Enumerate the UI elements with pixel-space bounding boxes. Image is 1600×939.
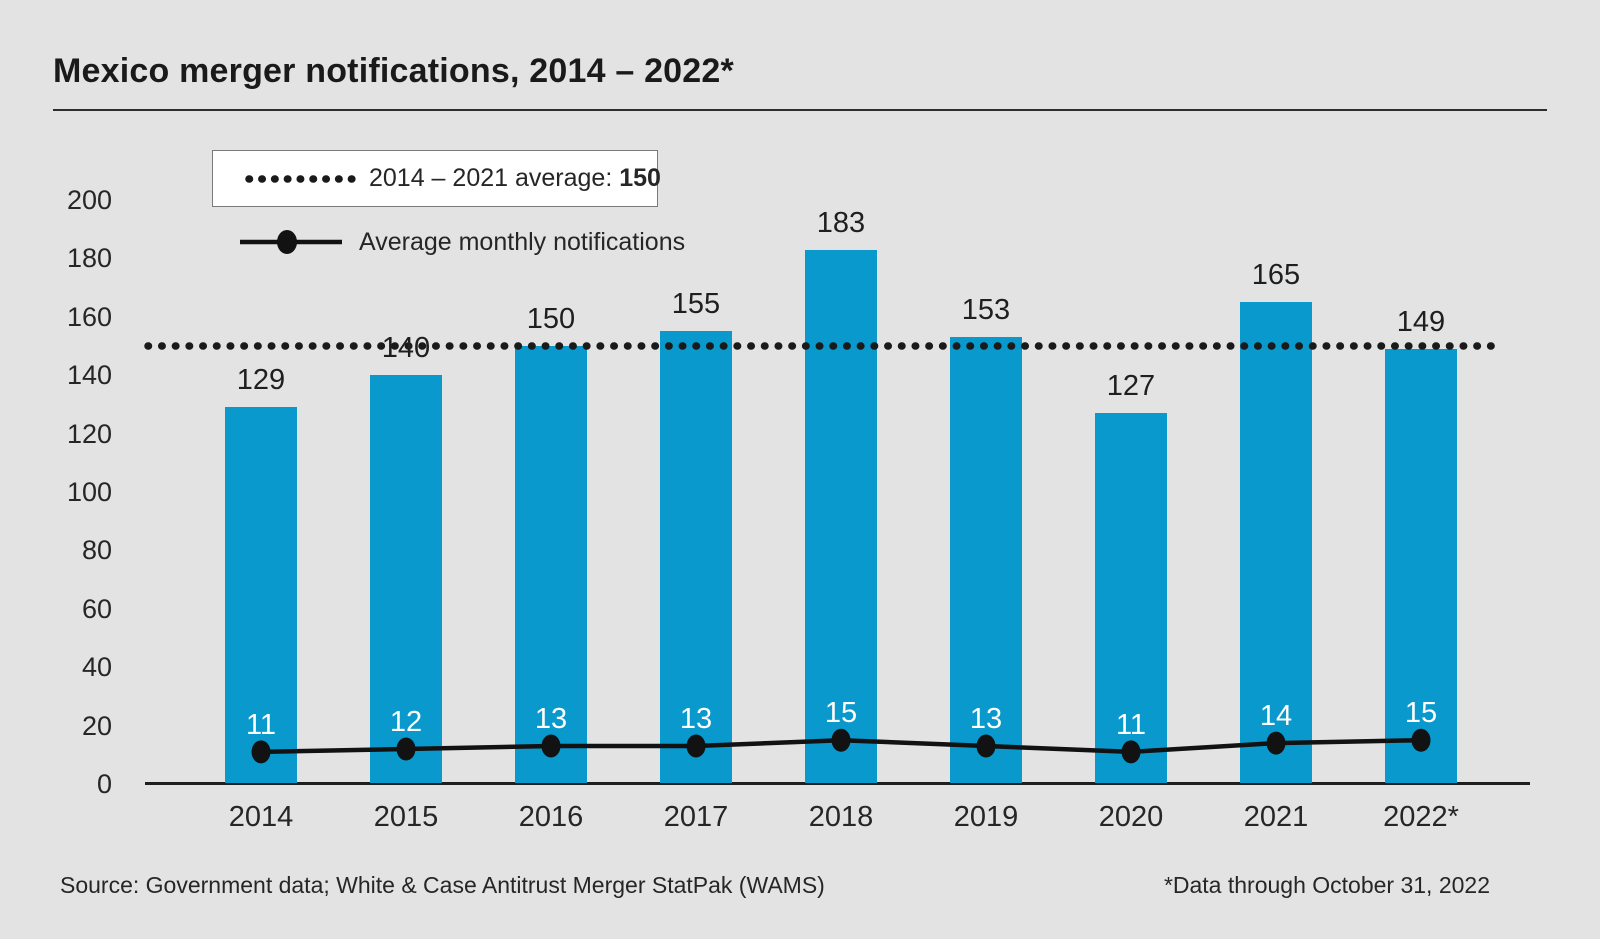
bar-value-label: 150: [526, 303, 576, 335]
bar-2018: [805, 249, 877, 783]
x-axis-label: 2018: [808, 801, 874, 833]
bar-value-label: 149: [1396, 305, 1446, 338]
monthly-value-label: 12: [389, 705, 423, 738]
average-legend: 2014 – 2021 average: 150: [212, 150, 661, 207]
bar-value-label: 140: [381, 332, 431, 365]
monthly-value-label: 11: [245, 708, 277, 741]
data-through-note: *Data through October 31, 2022: [1163, 872, 1490, 898]
monthly-legend-label: Average monthly notifications: [359, 227, 686, 256]
title-rule: [53, 109, 1547, 111]
bar-value-label: 129: [236, 364, 286, 397]
monthly-value-label: 15: [1404, 697, 1438, 730]
average-legend-label: 2014 – 2021 average: 150: [369, 164, 661, 193]
y-axis-tick-label: 120: [66, 418, 112, 449]
x-axis-label: 2016: [518, 801, 584, 833]
bar-value-label: 127: [1106, 370, 1156, 403]
page-title: Mexico merger notifications, 2014 – 2022…: [53, 52, 734, 90]
bar-value-label: 165: [1251, 259, 1301, 292]
x-axis-label: 2019: [953, 801, 1019, 833]
bar-value-label: 153: [961, 294, 1011, 327]
y-axis-tick-label: 140: [66, 360, 112, 391]
x-axis-label: 2021: [1243, 801, 1309, 833]
bar-2014: [225, 407, 297, 783]
monthly-value-label: 15: [824, 697, 858, 730]
bar-value-label: 183: [816, 206, 866, 239]
x-axis-label: 2014: [228, 801, 294, 833]
bar-2016: [515, 346, 587, 783]
y-axis-tick-label: 40: [81, 652, 112, 683]
x-axis-label: 2017: [663, 801, 729, 833]
line-dot-icon: [240, 230, 342, 254]
monthly-value-label: 11: [1115, 708, 1147, 741]
monthly-value-label: 14: [1259, 700, 1293, 733]
bar-2019: [950, 337, 1022, 783]
bar-value-label: 155: [671, 288, 721, 321]
bar-2020: [1095, 413, 1167, 783]
monthly-value-label: 13: [534, 703, 568, 736]
bar-2021: [1240, 302, 1312, 783]
y-axis-tick-label: 160: [66, 301, 112, 332]
y-axis-tick-label: 20: [81, 710, 112, 741]
x-axis-label: 2020: [1098, 801, 1164, 833]
y-axis-tick-label: 100: [66, 477, 112, 507]
y-axis-tick-label: 60: [81, 593, 112, 624]
source-note: Source: Government data; White & Case An…: [60, 872, 825, 898]
y-axis-tick-label: 180: [66, 243, 112, 274]
bar-2015: [370, 375, 442, 783]
average-legend-value: 150: [619, 164, 661, 192]
bar-2017: [660, 331, 732, 783]
dotted-line-icon: [245, 174, 356, 183]
monthly-legend: Average monthly notifications: [238, 226, 685, 258]
y-axis-tick-label: 80: [81, 535, 112, 566]
y-axis-tick-label: 0: [96, 769, 112, 799]
x-axis-label: 2015: [373, 801, 439, 833]
monthly-value-label: 13: [969, 703, 1003, 736]
y-axis-tick-label: 200: [66, 185, 112, 215]
x-axis-baseline: [145, 782, 1530, 785]
x-axis-label: 2022*: [1383, 801, 1459, 833]
bar-2022: [1385, 348, 1457, 783]
average-legend-prefix: 2014 – 2021 average:: [369, 164, 620, 192]
monthly-value-label: 13: [679, 703, 713, 736]
